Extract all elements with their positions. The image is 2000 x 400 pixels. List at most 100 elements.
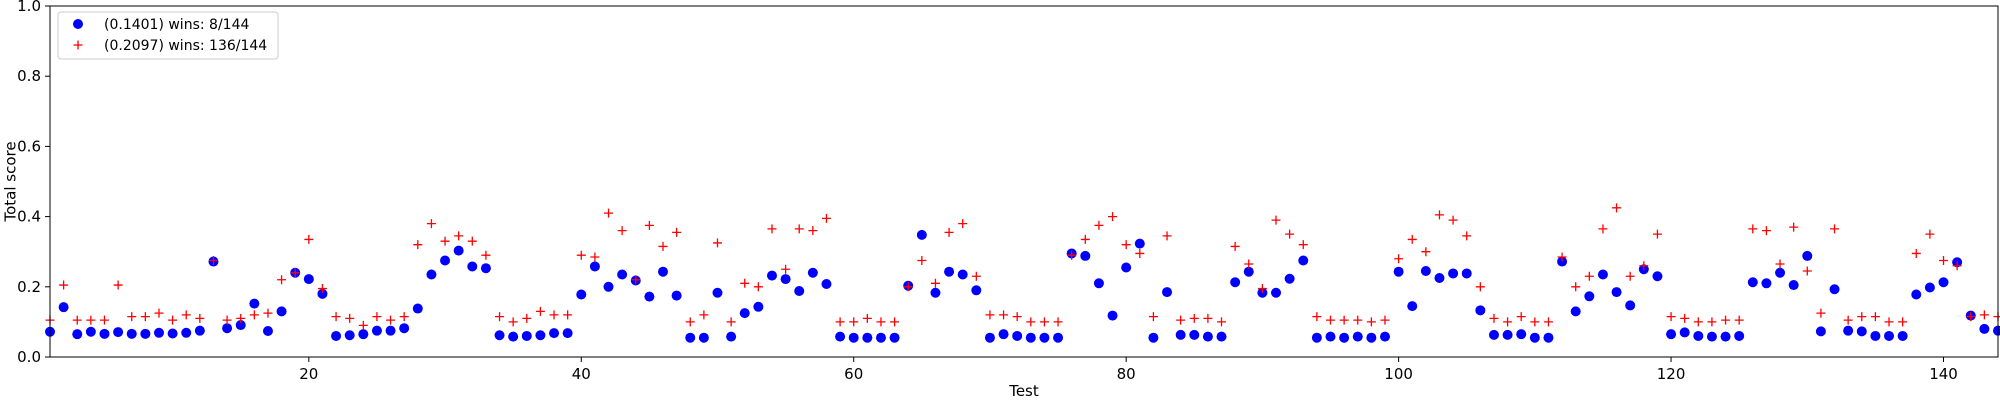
data-point-circle	[1325, 331, 1336, 342]
data-point-circle	[1543, 332, 1554, 343]
data-point-circle	[235, 320, 246, 331]
data-point-plus	[1148, 312, 1158, 322]
data-point-circle	[1693, 330, 1704, 341]
data-point-circle	[1856, 326, 1867, 337]
data-point-plus	[1230, 241, 1240, 251]
data-point-circle	[1625, 300, 1636, 311]
data-point-circle	[1407, 301, 1418, 312]
data-point-plus	[454, 231, 464, 241]
data-point-plus	[767, 224, 777, 234]
data-point-circle	[358, 329, 369, 340]
data-point-plus	[1108, 212, 1118, 222]
data-point-circle	[1843, 325, 1854, 336]
data-point-plus	[1761, 226, 1771, 236]
data-point-circle	[344, 330, 355, 341]
data-point-plus	[86, 315, 96, 325]
data-point-plus	[1530, 317, 1540, 327]
data-point-circle	[1611, 287, 1622, 298]
data-point-plus	[1543, 317, 1553, 327]
data-point-plus	[1434, 210, 1444, 220]
data-point-circle	[1897, 330, 1908, 341]
data-point-circle	[807, 267, 818, 278]
data-point-plus	[522, 313, 532, 323]
data-point-circle	[835, 331, 846, 342]
data-point-circle	[1652, 271, 1663, 282]
data-point-circle	[971, 285, 982, 296]
data-point-plus	[222, 315, 232, 325]
data-point-circle	[998, 329, 1009, 340]
data-point-plus	[1857, 312, 1867, 322]
data-point-circle	[944, 266, 955, 277]
data-point-circle	[1148, 332, 1159, 343]
data-point-circle	[126, 328, 137, 339]
data-point-plus	[372, 312, 382, 322]
data-point-plus	[1176, 315, 1186, 325]
data-point-circle	[194, 325, 205, 336]
data-point-circle	[1993, 325, 2000, 336]
legend-marker-plus	[73, 40, 83, 50]
data-point-circle	[1093, 278, 1104, 289]
data-point-circle	[1516, 329, 1527, 340]
data-point-circle	[521, 330, 532, 341]
data-point-plus	[59, 280, 69, 290]
data-point-plus	[290, 268, 300, 278]
data-point-circle	[1107, 310, 1118, 321]
legend-marker-circle	[73, 19, 83, 29]
data-point-circle	[222, 323, 233, 334]
data-point-circle	[984, 332, 995, 343]
data-point-plus	[331, 312, 341, 322]
x-tick-label: 20	[299, 365, 318, 383]
data-point-plus	[154, 308, 164, 318]
data-point-plus	[481, 250, 491, 260]
data-point-plus	[386, 315, 396, 325]
data-point-plus	[467, 236, 477, 246]
data-point-plus	[590, 252, 600, 262]
data-point-plus	[1652, 229, 1662, 239]
data-point-circle	[1584, 291, 1595, 302]
data-point-circle	[440, 255, 451, 266]
data-point-plus	[862, 313, 872, 323]
x-tick-label: 60	[844, 365, 863, 383]
data-point-circle	[685, 332, 696, 343]
data-point-circle	[753, 301, 764, 312]
data-point-plus	[72, 315, 82, 325]
data-point-plus	[876, 317, 886, 327]
data-point-plus	[794, 224, 804, 234]
data-point-circle	[303, 274, 314, 285]
data-point-plus	[1244, 259, 1254, 269]
data-point-circle	[1720, 331, 1731, 342]
data-point-circle	[644, 291, 655, 302]
data-point-plus	[658, 241, 668, 251]
data-point-circle	[1747, 277, 1758, 288]
data-point-circle	[1448, 268, 1459, 279]
data-point-plus	[958, 219, 968, 229]
data-point-circle	[957, 269, 968, 280]
data-point-circle	[1216, 331, 1227, 342]
data-point-plus	[726, 317, 736, 327]
data-point-circle	[1379, 331, 1390, 342]
x-tick-label: 40	[572, 365, 591, 383]
data-point-circle	[85, 326, 96, 337]
data-point-circle	[1666, 329, 1677, 340]
data-point-plus	[1639, 261, 1649, 271]
data-point-circle	[1761, 278, 1772, 289]
data-point-circle	[1352, 331, 1363, 342]
data-point-plus	[1407, 234, 1417, 244]
data-point-plus	[535, 306, 545, 316]
data-point-plus	[781, 264, 791, 274]
data-point-plus	[1789, 222, 1799, 232]
y-axis-ticks: 0.0 0.2 0.4 0.6 0.8 1.0	[17, 0, 50, 366]
data-point-circle	[1679, 327, 1690, 338]
data-point-circle	[1053, 332, 1064, 343]
data-point-circle	[99, 328, 110, 339]
legend: (0.1401) wins: 8/144 (0.2097) wins: 136/…	[57, 11, 279, 60]
data-point-plus	[1843, 315, 1853, 325]
data-point-circle	[153, 327, 164, 338]
data-point-plus	[1816, 308, 1826, 318]
data-point-circle	[494, 330, 505, 341]
data-point-plus	[549, 310, 559, 320]
data-point-plus	[358, 320, 368, 330]
data-point-plus	[971, 271, 981, 281]
data-point-circle	[1802, 250, 1813, 261]
data-point-plus	[1326, 315, 1335, 325]
